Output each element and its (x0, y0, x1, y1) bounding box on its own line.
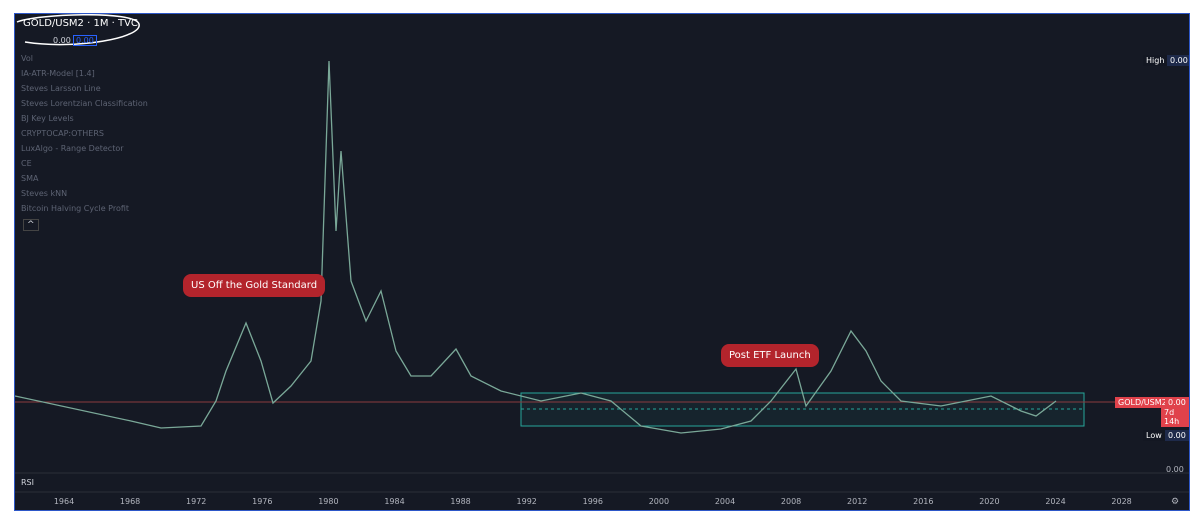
time-axis-label: 1996 (582, 497, 603, 506)
time-axis-label: 2016 (913, 497, 934, 506)
chart-canvas (15, 14, 1189, 493)
time-axis-label: 1968 (119, 497, 141, 506)
low-value: 0.00 (1165, 430, 1189, 441)
rsi-scale-value: 0.00 (1166, 465, 1184, 474)
time-axis-label: 2020 (979, 497, 1000, 506)
time-axis-label: 1984 (384, 497, 405, 506)
chart-panel: GOLD/USM2 · 1M · TVC 0.00 0.00 ^ US Off … (14, 13, 1190, 511)
rsi-label: RSI (21, 478, 34, 487)
indicator-item[interactable]: SMA (21, 174, 39, 183)
time-axis-label: 1988 (450, 497, 471, 506)
time-axis-label: 1964 (53, 497, 75, 506)
time-axis-label: 1972 (186, 497, 207, 506)
indicator-item[interactable]: CRYPTOCAP:OTHERS (21, 129, 104, 138)
indicator-item[interactable]: Bitcoin Halving Cycle Profit (21, 204, 130, 213)
ohlc-value: 0.00 (53, 36, 71, 45)
settings-button[interactable]: ⚙ (1171, 497, 1180, 507)
indicator-item[interactable]: CE (21, 159, 32, 168)
indicator-item[interactable]: LuxAlgo - Range Detector (21, 144, 124, 153)
indicator-item[interactable]: IA-ATR-Model [1.4] (21, 69, 95, 78)
indicator-item[interactable]: BJ Key Levels (21, 114, 74, 123)
time-axis-label: 2004 (714, 497, 736, 506)
annotation: US Off the Gold Standard (183, 274, 326, 297)
last-price: 0.00 (1165, 397, 1189, 408)
time-axis-label: 1992 (516, 497, 537, 506)
symbol-tag: GOLD/USM2 (1115, 397, 1170, 408)
countdown: 7d 14h (1161, 407, 1189, 427)
price-curve (15, 60, 1057, 434)
time-axis-label: 2028 (1111, 497, 1132, 506)
time-axis-label: 1976 (252, 497, 273, 506)
time-axis-label: 2024 (1045, 497, 1066, 506)
symbol-title: GOLD/USM2 · 1M · TVC (23, 18, 138, 29)
indicator-item[interactable]: Steves Larsson Line (21, 84, 101, 93)
high-label: High (1143, 55, 1168, 66)
time-axis-label: 2012 (847, 497, 868, 506)
indicator-item[interactable]: Steves kNN (21, 189, 68, 198)
annotation: Post ETF Launch (721, 344, 819, 367)
indicator-item[interactable]: Vol (21, 54, 33, 63)
time-axis-label: 2008 (780, 497, 802, 506)
collapse-button[interactable]: ^ (23, 219, 39, 231)
high-value: 0.00 (1167, 55, 1189, 66)
time-axis-label: 2000 (648, 497, 670, 506)
time-axis-label: 1980 (318, 497, 339, 506)
low-label: Low (1143, 430, 1165, 441)
indicator-item[interactable]: Steves Lorentzian Classification (21, 99, 148, 108)
ohlc-value[interactable]: 0.00 (73, 35, 97, 46)
